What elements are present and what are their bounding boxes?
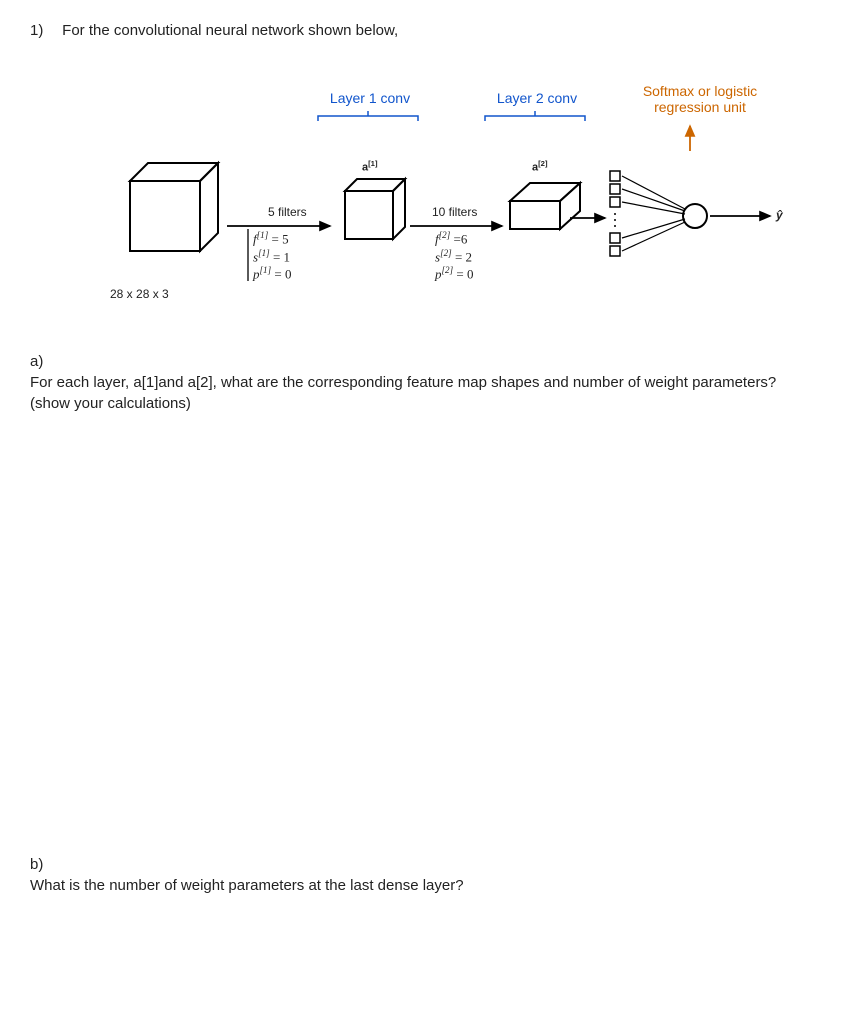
- part-b-text: What is the number of weight parameters …: [30, 875, 802, 896]
- filters-1: 5 filters: [268, 204, 307, 221]
- part-b-letter: b): [30, 854, 54, 875]
- flatten-vector: [610, 171, 620, 256]
- part-a-text: For each layer, a[1]and a[2], what are t…: [30, 372, 802, 414]
- softmax-line1: Softmax or logistic: [643, 83, 757, 99]
- params-2: f[2] =6 s[2] = 2 p[2] = 0: [435, 230, 473, 283]
- part-a-letter: a): [30, 351, 54, 372]
- input-cube: [130, 163, 218, 251]
- softmax-line2: regression unit: [654, 99, 746, 115]
- a2-cuboid: [510, 183, 580, 229]
- question-number: 1): [30, 20, 58, 41]
- layer-1-label: Layer 1 conv: [325, 89, 415, 109]
- bracket-1: [318, 111, 418, 121]
- a2-label: a[2]: [532, 159, 548, 176]
- layer-2-label: Layer 2 conv: [492, 89, 582, 109]
- question-header: 1) For the convolutional neural network …: [30, 20, 826, 41]
- question-text: For the convolutional neural network sho…: [62, 20, 822, 41]
- params-1: f[1] = 5 s[1] = 1 p[1] = 0: [253, 230, 291, 283]
- output-node: [683, 204, 707, 228]
- workspace-gap: [30, 414, 826, 854]
- part-b: b) What is the number of weight paramete…: [30, 854, 826, 896]
- softmax-label: Softmax or logistic regression unit: [625, 83, 775, 115]
- filters-2: 10 filters: [432, 204, 477, 221]
- bracket-2: [485, 111, 585, 121]
- a1-label: a[1]: [362, 159, 378, 176]
- cnn-diagram: Layer 1 conv Layer 2 conv Softmax or log…: [70, 71, 830, 331]
- yhat-label: ŷ: [776, 207, 783, 224]
- input-dim: 28 x 28 x 3: [110, 286, 169, 303]
- a1-cube: [345, 179, 405, 239]
- part-a: a) For each layer, a[1]and a[2], what ar…: [30, 351, 826, 414]
